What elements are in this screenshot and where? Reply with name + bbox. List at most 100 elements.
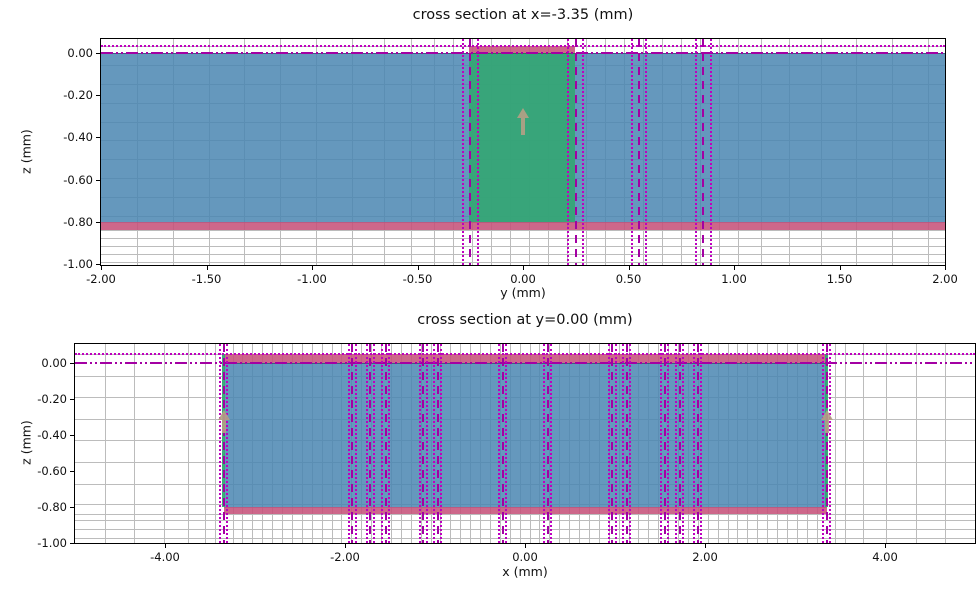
override-vline-dashed [702, 39, 705, 265]
grid-line-v [885, 344, 887, 543]
monitor-vline-dotted [505, 344, 508, 543]
monitor-vline-dotted [388, 344, 391, 543]
monitor-hline-dashdotdot [101, 51, 945, 54]
monitor-vline-dotted [226, 344, 229, 543]
axes-top-cross-section [100, 38, 946, 266]
grid-line-v [104, 344, 106, 543]
x-tick-mark [165, 544, 166, 548]
x-tick-label: 2.00 [692, 550, 718, 564]
z-tick-mark [96, 179, 100, 181]
x-tick-label: -0.50 [402, 272, 433, 286]
monitor-vline-dotted [433, 344, 436, 543]
monitor-vline-dotted [682, 344, 685, 543]
x-tick-label: -1.00 [297, 272, 327, 286]
region-substrate-blue [223, 362, 827, 508]
x-tick-mark [101, 266, 102, 270]
monitor-vline-dotted [645, 39, 648, 265]
monitor-vline-dotted [659, 344, 662, 543]
override-vline-dashed [696, 344, 699, 543]
override-vline-dashed [369, 344, 372, 543]
override-vline-dashed [469, 39, 472, 265]
grid-line-h [101, 229, 945, 231]
z-tick-label: -0.80 [63, 214, 93, 229]
grid-line-v [845, 344, 847, 543]
monitor-vline-dotted [700, 344, 703, 543]
override-vline-dashed [351, 344, 354, 543]
x-tick-label: -2.00 [86, 272, 116, 286]
monitor-hline-dotted [101, 44, 945, 47]
grid-line-v [915, 344, 917, 543]
grid-line-h [75, 528, 975, 530]
grid-line-v [187, 344, 189, 543]
monitor-vline-dotted [550, 344, 553, 543]
ylabel-top: z (mm) [18, 129, 34, 174]
monitor-vline-dotted [476, 39, 479, 265]
source-arrow-head [820, 409, 833, 420]
x-tick-mark [525, 544, 526, 548]
x-tick-mark [628, 266, 630, 270]
monitor-vline-dotted [347, 344, 350, 543]
monitor-vline-dotted [425, 344, 428, 543]
source-arrow-head [517, 107, 529, 118]
x-tick-label: -4.00 [150, 550, 180, 564]
z-tick-mark [70, 543, 74, 544]
z-tick-label: -0.60 [63, 172, 93, 187]
x-tick-mark [312, 266, 313, 270]
z-tick-label: -0.20 [63, 88, 93, 103]
monitor-vline-dotted [821, 344, 824, 543]
z-tick-mark [96, 137, 100, 139]
z-tick-mark [96, 221, 100, 223]
x-tick-mark [705, 544, 706, 548]
z-tick-mark [96, 52, 100, 54]
x-tick-mark [734, 266, 735, 270]
monitor-hline-dotted [75, 352, 975, 355]
monitor-vline-dotted [582, 39, 585, 265]
z-tick-label: 0.00 [41, 355, 67, 370]
x-tick-mark [885, 544, 886, 548]
monitor-vline-dotted [461, 39, 464, 265]
monitor-vline-dotted [709, 39, 712, 265]
grid-line-v [215, 344, 217, 543]
region-metal-pink-bottom [101, 221, 945, 231]
x-tick-label: 2.00 [932, 272, 958, 286]
override-vline-dashed [663, 344, 666, 543]
monitor-vline-dotted [630, 39, 633, 265]
grid-line-v [134, 344, 136, 543]
monitor-vline-dotted [542, 344, 545, 543]
override-vline-dashed [825, 344, 828, 543]
z-tick-mark [70, 470, 74, 472]
x-tick-mark [345, 544, 346, 548]
monitor-vline-dotted [675, 344, 678, 543]
x-tick-mark [523, 266, 524, 270]
grid-line-h [101, 246, 945, 247]
monitor-vline-dotted [418, 344, 421, 543]
monitor-vline-dotted [440, 344, 443, 543]
monitor-vline-dotted [497, 344, 500, 543]
x-tick-mark [206, 266, 208, 270]
x-tick-label: 0.00 [512, 550, 538, 564]
x-tick-label: 0.00 [510, 272, 536, 286]
z-tick-mark [70, 434, 74, 436]
z-tick-label: -0.60 [37, 463, 67, 478]
monitor-vline-dotted [614, 344, 617, 543]
monitor-vline-dotted [829, 344, 832, 543]
z-tick-mark [70, 398, 74, 400]
override-vline-dashed [546, 344, 549, 543]
z-tick-label: -1.00 [37, 536, 67, 550]
override-vline-dashed [422, 344, 425, 543]
override-vline-dashed [611, 344, 614, 543]
x-tick-mark [945, 266, 946, 270]
grid-line-v [834, 344, 836, 543]
monitor-vline-dotted [607, 344, 610, 543]
grid-line-h [75, 520, 975, 522]
grid-line-h [75, 514, 975, 516]
region-metal-pink-top [469, 45, 575, 53]
region-core-green [469, 52, 575, 223]
source-arrow-shaft [824, 419, 829, 434]
grid-line-h [101, 237, 945, 239]
x-tick-label: 4.00 [872, 550, 898, 564]
grid-line-h [75, 537, 975, 539]
source-arrow-head [217, 409, 230, 420]
x-tick-label: -2.00 [330, 550, 360, 564]
